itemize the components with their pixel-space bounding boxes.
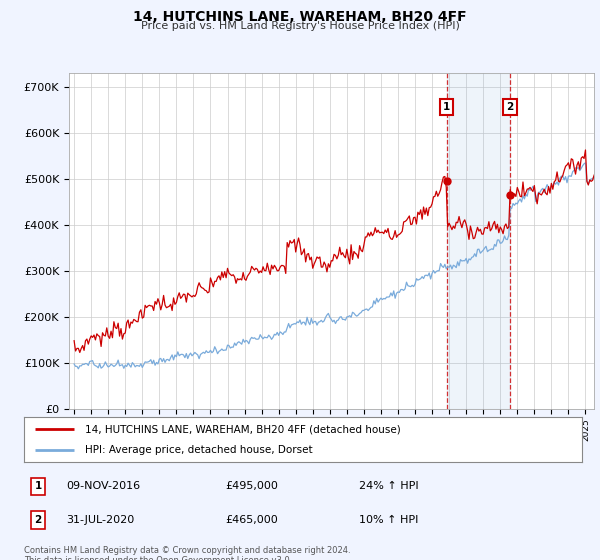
- Text: 24% ↑ HPI: 24% ↑ HPI: [359, 482, 418, 492]
- Text: 1: 1: [34, 482, 41, 492]
- Text: 09-NOV-2016: 09-NOV-2016: [66, 482, 140, 492]
- Text: Price paid vs. HM Land Registry's House Price Index (HPI): Price paid vs. HM Land Registry's House …: [140, 21, 460, 31]
- Text: 10% ↑ HPI: 10% ↑ HPI: [359, 515, 418, 525]
- Text: £465,000: £465,000: [225, 515, 278, 525]
- Text: 2: 2: [506, 102, 514, 113]
- Text: 14, HUTCHINS LANE, WAREHAM, BH20 4FF (detached house): 14, HUTCHINS LANE, WAREHAM, BH20 4FF (de…: [85, 424, 401, 435]
- Text: 31-JUL-2020: 31-JUL-2020: [66, 515, 134, 525]
- Text: 14, HUTCHINS LANE, WAREHAM, BH20 4FF: 14, HUTCHINS LANE, WAREHAM, BH20 4FF: [133, 10, 467, 24]
- Text: £495,000: £495,000: [225, 482, 278, 492]
- Bar: [446, 73, 510, 409]
- Text: HPI: Average price, detached house, Dorset: HPI: Average price, detached house, Dors…: [85, 445, 313, 455]
- Text: 2: 2: [34, 515, 41, 525]
- Text: 1: 1: [443, 102, 450, 113]
- Text: Contains HM Land Registry data © Crown copyright and database right 2024.
This d: Contains HM Land Registry data © Crown c…: [24, 546, 350, 560]
